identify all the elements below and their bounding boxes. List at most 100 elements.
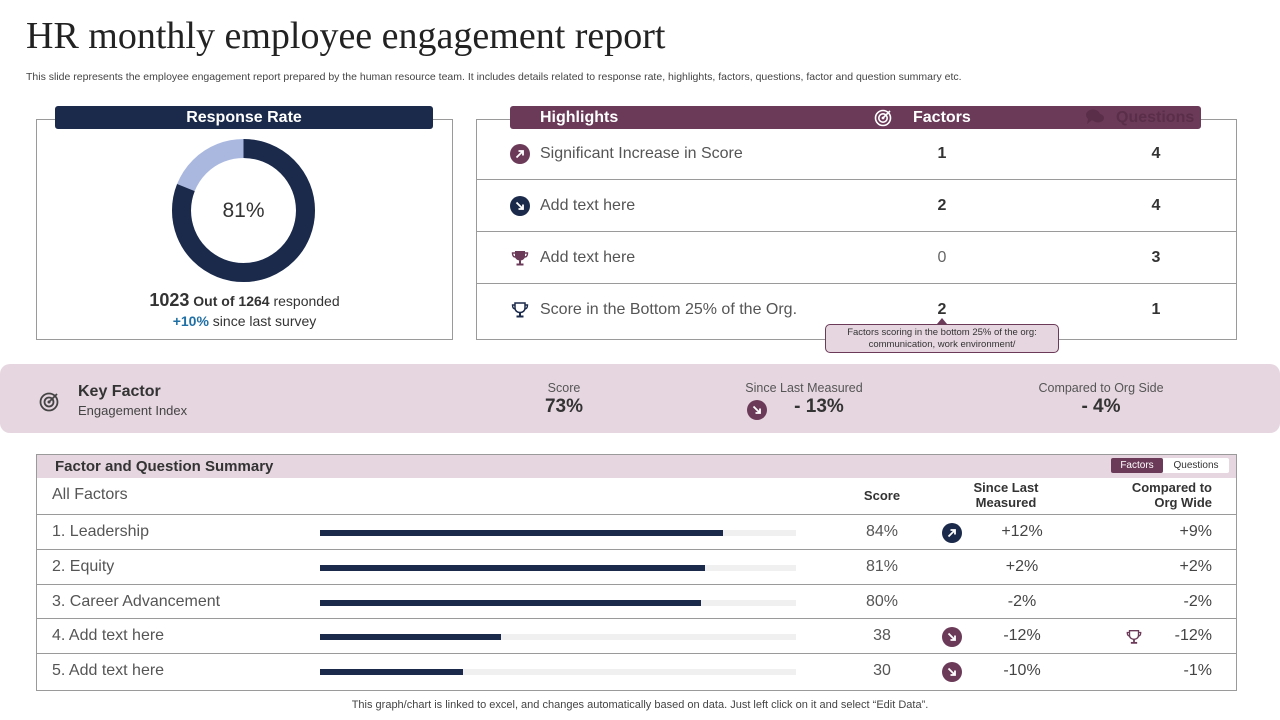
score-bar-track bbox=[320, 634, 796, 640]
bottom-factors-tooltip: Factors scoring in the bottom 25% of the… bbox=[825, 324, 1059, 353]
survey-change-value: +10% bbox=[172, 313, 209, 329]
summary-view-toggle: Factors Questions bbox=[1111, 458, 1229, 473]
highlight-questions: 4 bbox=[1151, 197, 1161, 214]
score-bar-track bbox=[320, 530, 796, 536]
highlight-factors: 2 bbox=[937, 301, 947, 318]
tooltip-line: communication, work environment/ bbox=[868, 339, 1016, 350]
summary-panel bbox=[36, 454, 1237, 691]
score-bar-fill bbox=[320, 600, 701, 606]
highlight-factors: 0 bbox=[937, 249, 947, 266]
factor-compared: -1% bbox=[1183, 662, 1212, 679]
summary-title: Factor and Question Summary bbox=[55, 458, 274, 475]
factor-score: 81% bbox=[865, 558, 899, 575]
out-of-label: Out of bbox=[193, 293, 235, 309]
highlight-row: Add text here 0 3 bbox=[477, 232, 1236, 284]
chat-bubbles-icon bbox=[1086, 109, 1104, 124]
arrow-down-right-icon bbox=[942, 662, 962, 682]
highlight-row: Significant Increase in Score 1 4 bbox=[477, 128, 1236, 180]
highlight-text: Add text here bbox=[540, 197, 636, 214]
col-since-line: Measured bbox=[975, 495, 1037, 510]
factor-score: 30 bbox=[873, 662, 891, 679]
highlight-factors: 2 bbox=[937, 197, 947, 214]
highlight-factors: 1 bbox=[937, 145, 947, 162]
survey-change: +10% since last survey bbox=[36, 313, 453, 329]
responded-label: responded bbox=[273, 293, 340, 309]
toggle-factors[interactable]: Factors bbox=[1111, 458, 1163, 473]
highlight-questions: 4 bbox=[1151, 145, 1161, 162]
key-factor-subtitle: Engagement Index bbox=[78, 403, 188, 418]
score-bar-fill bbox=[320, 634, 501, 640]
survey-change-label: since last survey bbox=[212, 313, 317, 329]
arrow-down-right-icon bbox=[942, 627, 962, 647]
summary-row: 3. Career Advancement 80% -2% -2% bbox=[37, 584, 1236, 619]
factor-compared: +2% bbox=[1179, 558, 1212, 575]
highlight-questions: 1 bbox=[1151, 301, 1161, 318]
summary-header bbox=[37, 455, 1236, 478]
factor-score: 80% bbox=[865, 593, 899, 610]
footer-note: This graph/chart is linked to excel, and… bbox=[351, 699, 929, 711]
factor-compared: +9% bbox=[1179, 523, 1212, 540]
factor-name: 3. Career Advancement bbox=[52, 593, 221, 610]
score-bar-fill bbox=[320, 530, 724, 536]
score-bar-track bbox=[320, 669, 796, 675]
factor-score: 38 bbox=[873, 627, 891, 644]
factors-heading: Factors bbox=[913, 109, 971, 126]
all-factors-label: All Factors bbox=[52, 486, 128, 503]
factor-compared: -2% bbox=[1183, 593, 1212, 610]
factor-name: 2. Equity bbox=[52, 558, 115, 575]
highlights-heading: Highlights bbox=[540, 109, 619, 126]
total-count: 1264 bbox=[238, 293, 270, 309]
factor-name: 5. Add text here bbox=[52, 662, 165, 679]
tooltip-line: Factors scoring in the bottom 25% of the… bbox=[847, 327, 1037, 338]
highlight-text: Significant Increase in Score bbox=[540, 145, 743, 162]
arrow-up-right-icon bbox=[942, 523, 962, 543]
toggle-questions[interactable]: Questions bbox=[1173, 460, 1219, 471]
highlight-row: Score in the Bottom 25% of the Org. 2 1 bbox=[477, 284, 1236, 336]
target-icon bbox=[874, 109, 892, 127]
factor-name: 4. Add text here bbox=[52, 627, 165, 644]
col-compared-line: Org Wide bbox=[1154, 495, 1212, 510]
page-subtitle: This slide represents the employee engag… bbox=[26, 71, 962, 83]
highlight-text: Score in the Bottom 25% of the Org. bbox=[540, 301, 798, 318]
col-since-line: Since Last bbox=[973, 480, 1039, 495]
key-factor-compared-value: - 4% bbox=[1081, 396, 1121, 417]
questions-heading: Questions bbox=[1116, 109, 1195, 126]
key-factor-title: Key Factor bbox=[78, 383, 161, 400]
trophy-icon bbox=[511, 251, 529, 266]
responded-summary: 1023 Out of 1264 responded bbox=[36, 290, 453, 311]
factor-since: -12% bbox=[1003, 627, 1041, 644]
factor-compared: -12% bbox=[1174, 627, 1212, 644]
key-factor-since: Since Last Measured - 13% bbox=[734, 381, 874, 420]
response-rate-heading: Response Rate bbox=[55, 106, 433, 129]
key-factor-since-label: Since Last Measured bbox=[745, 381, 863, 395]
summary-row: 2. Equity 81% +2% +2% bbox=[37, 549, 1236, 584]
score-bar-track bbox=[320, 600, 796, 606]
response-rate-percent: 81% bbox=[222, 199, 265, 222]
highlight-questions: 3 bbox=[1151, 249, 1161, 266]
highlight-row: Add text here 2 4 bbox=[477, 180, 1236, 232]
factor-score: 84% bbox=[865, 523, 899, 540]
score-bar-track bbox=[320, 565, 796, 571]
factor-since: +12% bbox=[1001, 523, 1043, 540]
score-bar-fill bbox=[320, 669, 463, 675]
summary-row: 4. Add text here 38 -12% -12% bbox=[37, 618, 1236, 653]
key-factor-since-wrap: - 13% bbox=[734, 396, 874, 420]
col-compared-header: Compared to Org Wide bbox=[1112, 480, 1212, 510]
key-factor-score-label: Score bbox=[547, 381, 581, 395]
factor-since: -2% bbox=[1007, 593, 1037, 610]
responded-count: 1023 bbox=[149, 290, 190, 310]
col-compared-line: Compared to bbox=[1131, 480, 1212, 495]
arrow-down-right-icon bbox=[747, 400, 767, 420]
arrow-down-right-icon bbox=[510, 196, 530, 216]
summary-row: 1. Leadership 84% +12% +9% bbox=[37, 514, 1236, 549]
factor-since: +2% bbox=[1005, 558, 1039, 575]
factor-since: -10% bbox=[1003, 662, 1041, 679]
key-factor-compared-label: Compared to Org Side bbox=[1038, 381, 1164, 395]
response-rate-donut bbox=[172, 139, 315, 282]
summary-row: 5. Add text here 30 -10% -1% bbox=[37, 653, 1236, 688]
target-icon bbox=[39, 392, 59, 412]
highlights-header: Highlights Factors Questions bbox=[510, 106, 1201, 129]
key-factor-score-value: 73% bbox=[544, 396, 584, 417]
tooltip-pointer bbox=[937, 318, 947, 324]
key-factor-score: Score 73% bbox=[504, 381, 624, 418]
